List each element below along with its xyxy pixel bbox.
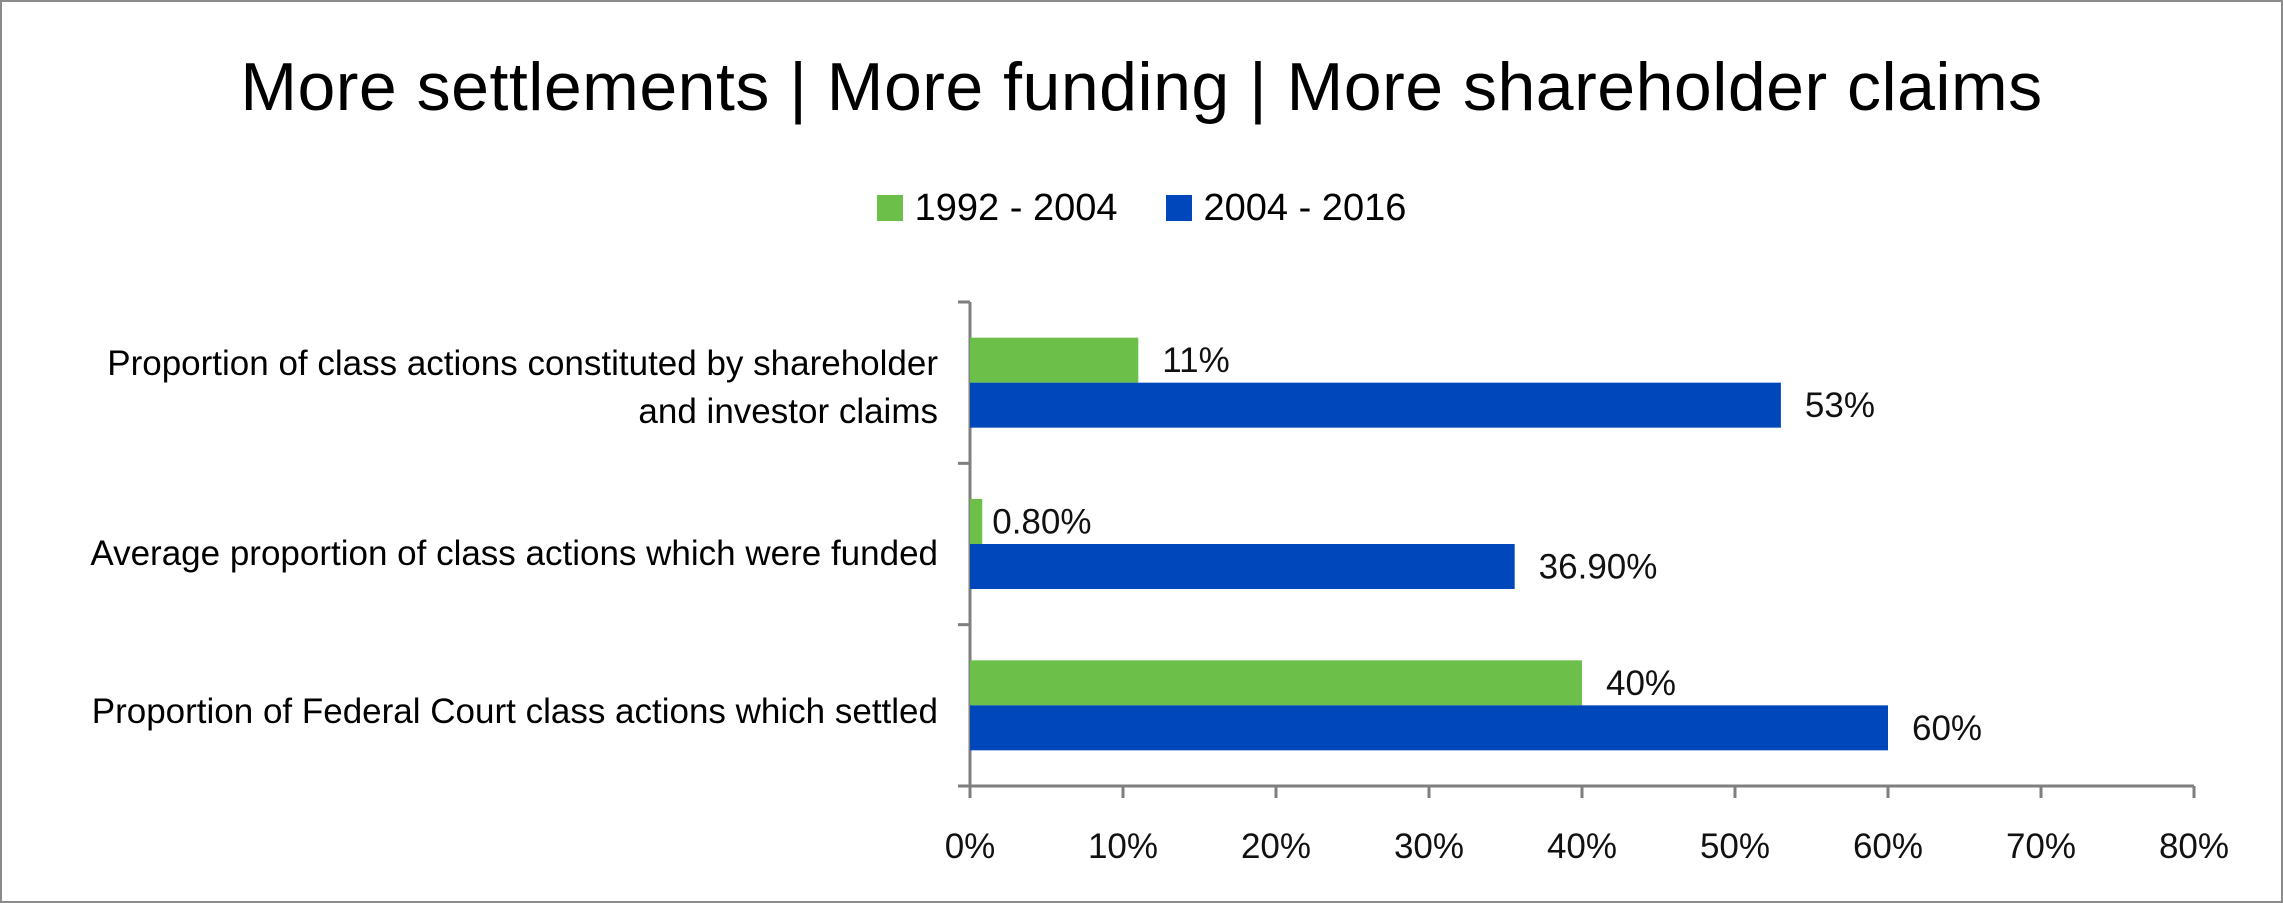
bar-series-2-category-1 [970,382,1781,428]
legend-label-series-1: 1992 - 2004 [914,187,1118,229]
bar-layer [970,337,1888,751]
x-tick-label: 20% [1241,827,1311,866]
data-label-series-2-category-3: 60% [1912,709,1982,748]
category-label-shareholder-claims: Proportion of class actions constituted … [107,344,938,431]
category-label-funded: Average proportion of class actions whic… [90,534,938,573]
label-layer: 0% 10% 20% 30% 40% 50% 60% 70% 80% 11% 53% 0.80% 36.… [945,341,2229,866]
bar-series-1-category-3 [970,660,1582,706]
bar-series-1-category-1 [970,337,1139,383]
legend-item-series-1: 1992 - 2004 [876,183,1118,233]
x-tick-label: 70% [2006,827,2076,866]
x-tick-label: 10% [1088,827,1158,866]
bar-series-2-category-2 [970,544,1515,589]
legend-item-series-2: 2004 - 2016 [1165,183,1407,233]
bar-series-2-category-3 [970,705,1888,751]
data-label-series-2-category-1: 53% [1805,386,1875,425]
data-label-series-2-category-2: 36.90% [1539,548,1658,587]
category-label-settled: Proportion of Federal Court class action… [91,692,938,731]
chart-title: More settlements | More funding | More s… [240,49,2043,125]
x-tick-label: 0% [945,827,996,866]
x-tick-label: 40% [1547,827,1617,866]
legend-label-series-2: 2004 - 2016 [1203,187,1407,229]
x-tick-label: 30% [1394,827,1464,866]
x-tick-label: 80% [2159,827,2229,866]
bar-series-1-category-2 [970,499,983,544]
legend-swatch-series-1 [876,195,903,221]
data-label-series-1-category-1: 11% [1162,341,1229,380]
legend-swatch-series-2 [1165,195,1192,221]
chart-legend: 1992 - 2004 2004 - 2016 [0,183,2283,233]
x-tick-label: 50% [1700,827,1770,866]
data-label-series-1-category-2: 0.80% [992,503,1091,542]
data-label-series-1-category-3: 40% [1606,664,1676,703]
x-tick-label: 60% [1853,827,1923,866]
